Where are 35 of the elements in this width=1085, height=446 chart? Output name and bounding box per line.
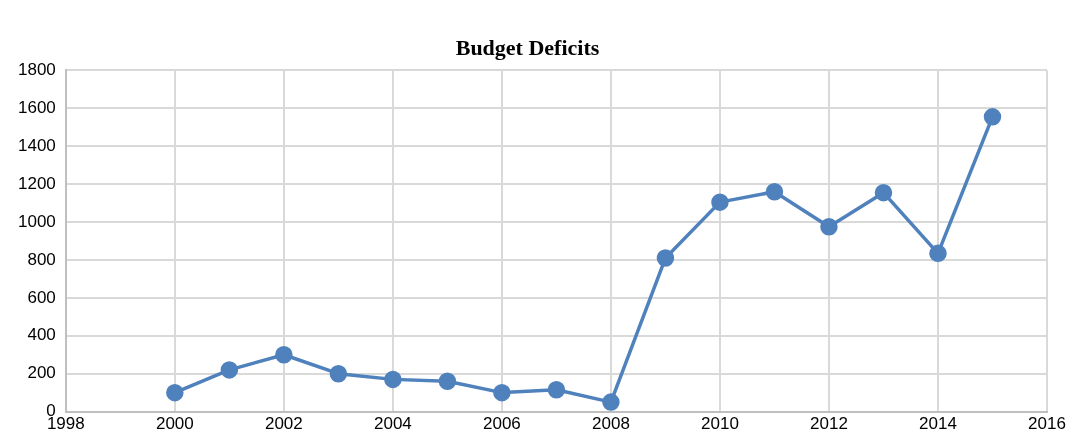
y-tick-label: 600 <box>27 287 56 307</box>
point <box>275 345 293 364</box>
point <box>493 383 511 402</box>
y-tick-label: 800 <box>27 249 56 269</box>
y-tick-label: 1000 <box>17 211 56 231</box>
point <box>929 244 947 263</box>
x-tick-label: 2014 <box>919 414 957 434</box>
point <box>820 218 838 236</box>
y-tick-label: 1200 <box>17 173 56 193</box>
chart-title: Budget Deficits <box>455 34 600 60</box>
y-tick-label: 1400 <box>17 135 56 155</box>
x-tick-label: 2008 <box>592 414 630 434</box>
x-tick-label: 2004 <box>373 414 412 434</box>
y-tick-label: 1600 <box>17 98 56 117</box>
point <box>329 364 348 383</box>
point <box>166 383 184 402</box>
point <box>874 183 893 202</box>
point <box>384 370 402 389</box>
x-tick-label: 2010 <box>701 414 739 434</box>
point <box>711 193 729 211</box>
point <box>656 249 675 267</box>
point <box>547 381 566 399</box>
y-tick-label: 400 <box>27 325 56 345</box>
x-tick-label: 2012 <box>810 414 848 434</box>
x-tick-label: 2002 <box>264 414 303 434</box>
point <box>220 361 239 379</box>
x-tick-label: 2000 <box>155 414 194 434</box>
x-tick-label: 2016 <box>1028 414 1066 434</box>
y-tick-label: 1800 <box>17 60 56 80</box>
point <box>765 182 784 201</box>
point <box>983 108 1002 126</box>
x-tick-label: 2006 <box>482 414 521 434</box>
point <box>438 372 457 391</box>
point <box>602 393 620 411</box>
y-tick-label: 200 <box>27 363 56 383</box>
